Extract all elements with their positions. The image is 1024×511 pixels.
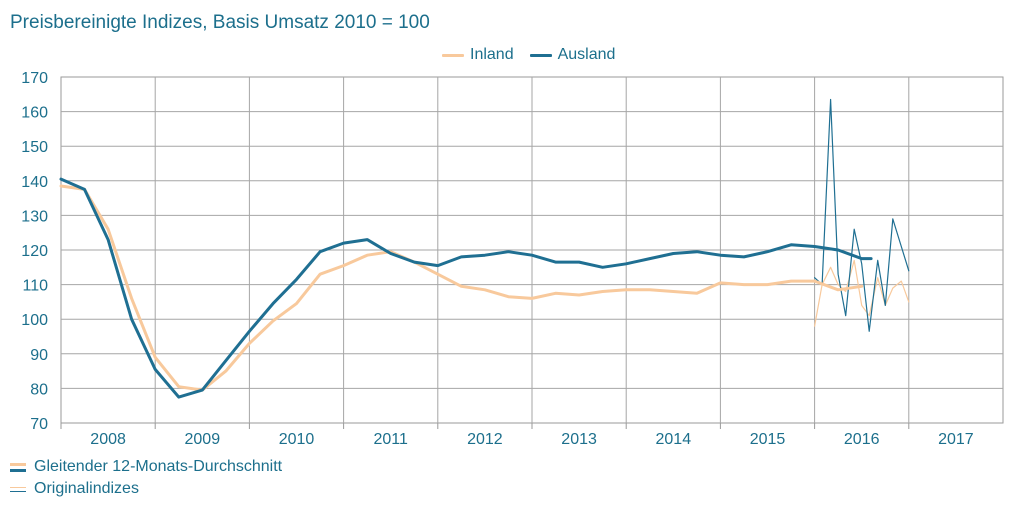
legend-swatch-original: [10, 486, 26, 492]
legend-label-moving-average: Gleitender 12-Monats-Durchschnitt: [34, 458, 283, 475]
x-tick-label-2014: 2014: [656, 431, 692, 448]
x-tick-label-2009: 2009: [185, 431, 221, 448]
x-tick-label-2017: 2017: [938, 431, 974, 448]
legend-row-original: Originalindizes: [10, 478, 282, 500]
chart-title: Preisbereinigte Indizes, Basis Umsatz 20…: [10, 12, 430, 33]
x-tick-label-2013: 2013: [561, 431, 597, 448]
series-ausland-original: [814, 98, 910, 332]
x-tick-label-2016: 2016: [844, 431, 880, 448]
legend-label-original: Originalindizes: [34, 480, 139, 497]
y-tick-label-120: 120: [21, 243, 48, 260]
x-tick-label-2012: 2012: [467, 431, 503, 448]
legend-swatch-moving-average: [10, 462, 26, 472]
legend-label-ausland: Ausland: [557, 46, 616, 63]
legend-swatch-inland: [442, 53, 464, 57]
legend-row-moving-average: Gleitender 12-Monats-Durchschnitt: [10, 456, 282, 478]
y-tick-label-130: 130: [21, 208, 48, 225]
x-tick-label-2008: 2008: [90, 431, 126, 448]
series-inland-original: [814, 259, 910, 327]
y-tick-label-160: 160: [21, 105, 48, 122]
y-tick-label-110: 110: [22, 278, 48, 295]
legend-label-inland: Inland: [470, 46, 514, 63]
series-ausland-moving-average: [59, 177, 873, 399]
series-inland-moving-average: [59, 184, 864, 392]
x-tick-label-2010: 2010: [279, 431, 315, 448]
y-tick-label-140: 140: [21, 174, 48, 191]
legend-item-ausland: Ausland: [529, 46, 616, 64]
y-tick-label-150: 150: [21, 139, 48, 156]
y-tick-label-70: 70: [30, 416, 48, 433]
legend-top: Inland Ausland: [442, 46, 615, 64]
y-tick-label-80: 80: [30, 381, 48, 398]
y-tick-label-90: 90: [30, 347, 48, 364]
legend-swatch-ausland: [529, 53, 552, 57]
x-tick-label-2011: 2011: [373, 431, 408, 448]
y-tick-label-170: 170: [21, 70, 48, 87]
legend-item-inland: Inland: [442, 46, 514, 64]
y-tick-label-100: 100: [21, 312, 48, 329]
legend-bottom: Gleitender 12-Monats-Durchschnitt Origin…: [10, 456, 282, 500]
x-tick-label-2015: 2015: [750, 431, 786, 448]
